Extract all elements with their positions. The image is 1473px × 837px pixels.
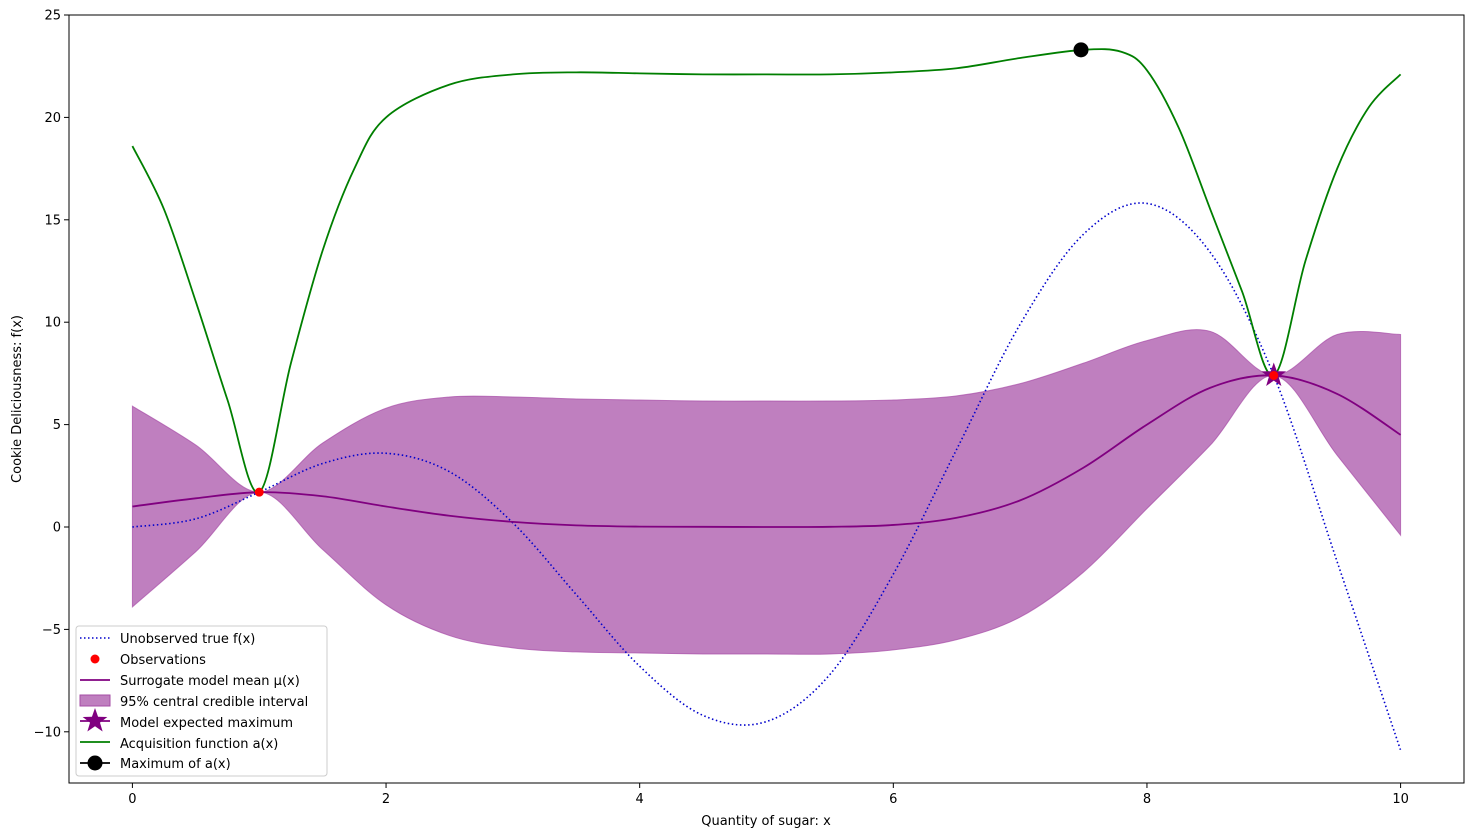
legend-label-acq-max: Maximum of a(x) xyxy=(120,757,231,772)
series-true-f xyxy=(132,202,1402,751)
observation-point xyxy=(254,487,264,497)
y-tick-label: 25 xyxy=(44,9,61,24)
x-tick-label: 2 xyxy=(382,792,390,807)
legend-label-observations: Observations xyxy=(120,653,206,668)
y-axis-label: Cookie Deliciousness: f(x) xyxy=(10,315,25,483)
legend-label-expected-max: Model expected maximum xyxy=(120,716,293,731)
y-tick-label: 5 xyxy=(53,418,61,433)
x-tick-label: 6 xyxy=(889,792,897,807)
y-tick-label: 15 xyxy=(44,213,61,228)
legend-label-interval: 95% central credible interval xyxy=(120,695,308,710)
x-tick-label: 4 xyxy=(636,792,644,807)
y-axis: −10 −5 0 5 10 15 20 25 xyxy=(34,9,69,740)
plot-frame xyxy=(68,14,1465,784)
y-tick-label: −5 xyxy=(42,623,61,638)
credible-interval-band xyxy=(131,329,1402,655)
series-acquisition xyxy=(131,48,1402,494)
series-layer xyxy=(131,48,1402,751)
legend-label-mean: Surrogate model mean μ(x) xyxy=(120,674,300,689)
y-tick-label: −10 xyxy=(34,725,61,740)
y-tick-label: 20 xyxy=(44,111,61,126)
legend-label-true-f: Unobserved true f(x) xyxy=(120,632,255,647)
legend-swatch-expected-max-star xyxy=(82,708,108,732)
legend-swatch-observations xyxy=(90,654,100,664)
acq-max-marker xyxy=(1073,42,1089,58)
x-axis: 0 2 4 6 8 10 xyxy=(128,783,1409,807)
x-tick-label: 10 xyxy=(1392,792,1409,807)
x-axis-label: Quantity of sugar: x xyxy=(701,814,831,829)
marker-layer xyxy=(254,42,1287,497)
series-surrogate-mean xyxy=(132,374,1402,528)
x-tick-label: 8 xyxy=(1143,792,1151,807)
observation-point xyxy=(1269,370,1279,380)
y-tick-label: 0 xyxy=(53,521,61,536)
legend: Unobserved true f(x) Observations Surrog… xyxy=(75,625,328,777)
y-tick-label: 10 xyxy=(44,316,61,331)
legend-label-acquisition: Acquisition function a(x) xyxy=(120,737,278,752)
x-tick-label: 0 xyxy=(128,792,136,807)
legend-frame xyxy=(75,625,328,777)
legend-swatch-interval xyxy=(79,694,111,707)
legend-swatch-acq-max-marker xyxy=(87,755,103,771)
